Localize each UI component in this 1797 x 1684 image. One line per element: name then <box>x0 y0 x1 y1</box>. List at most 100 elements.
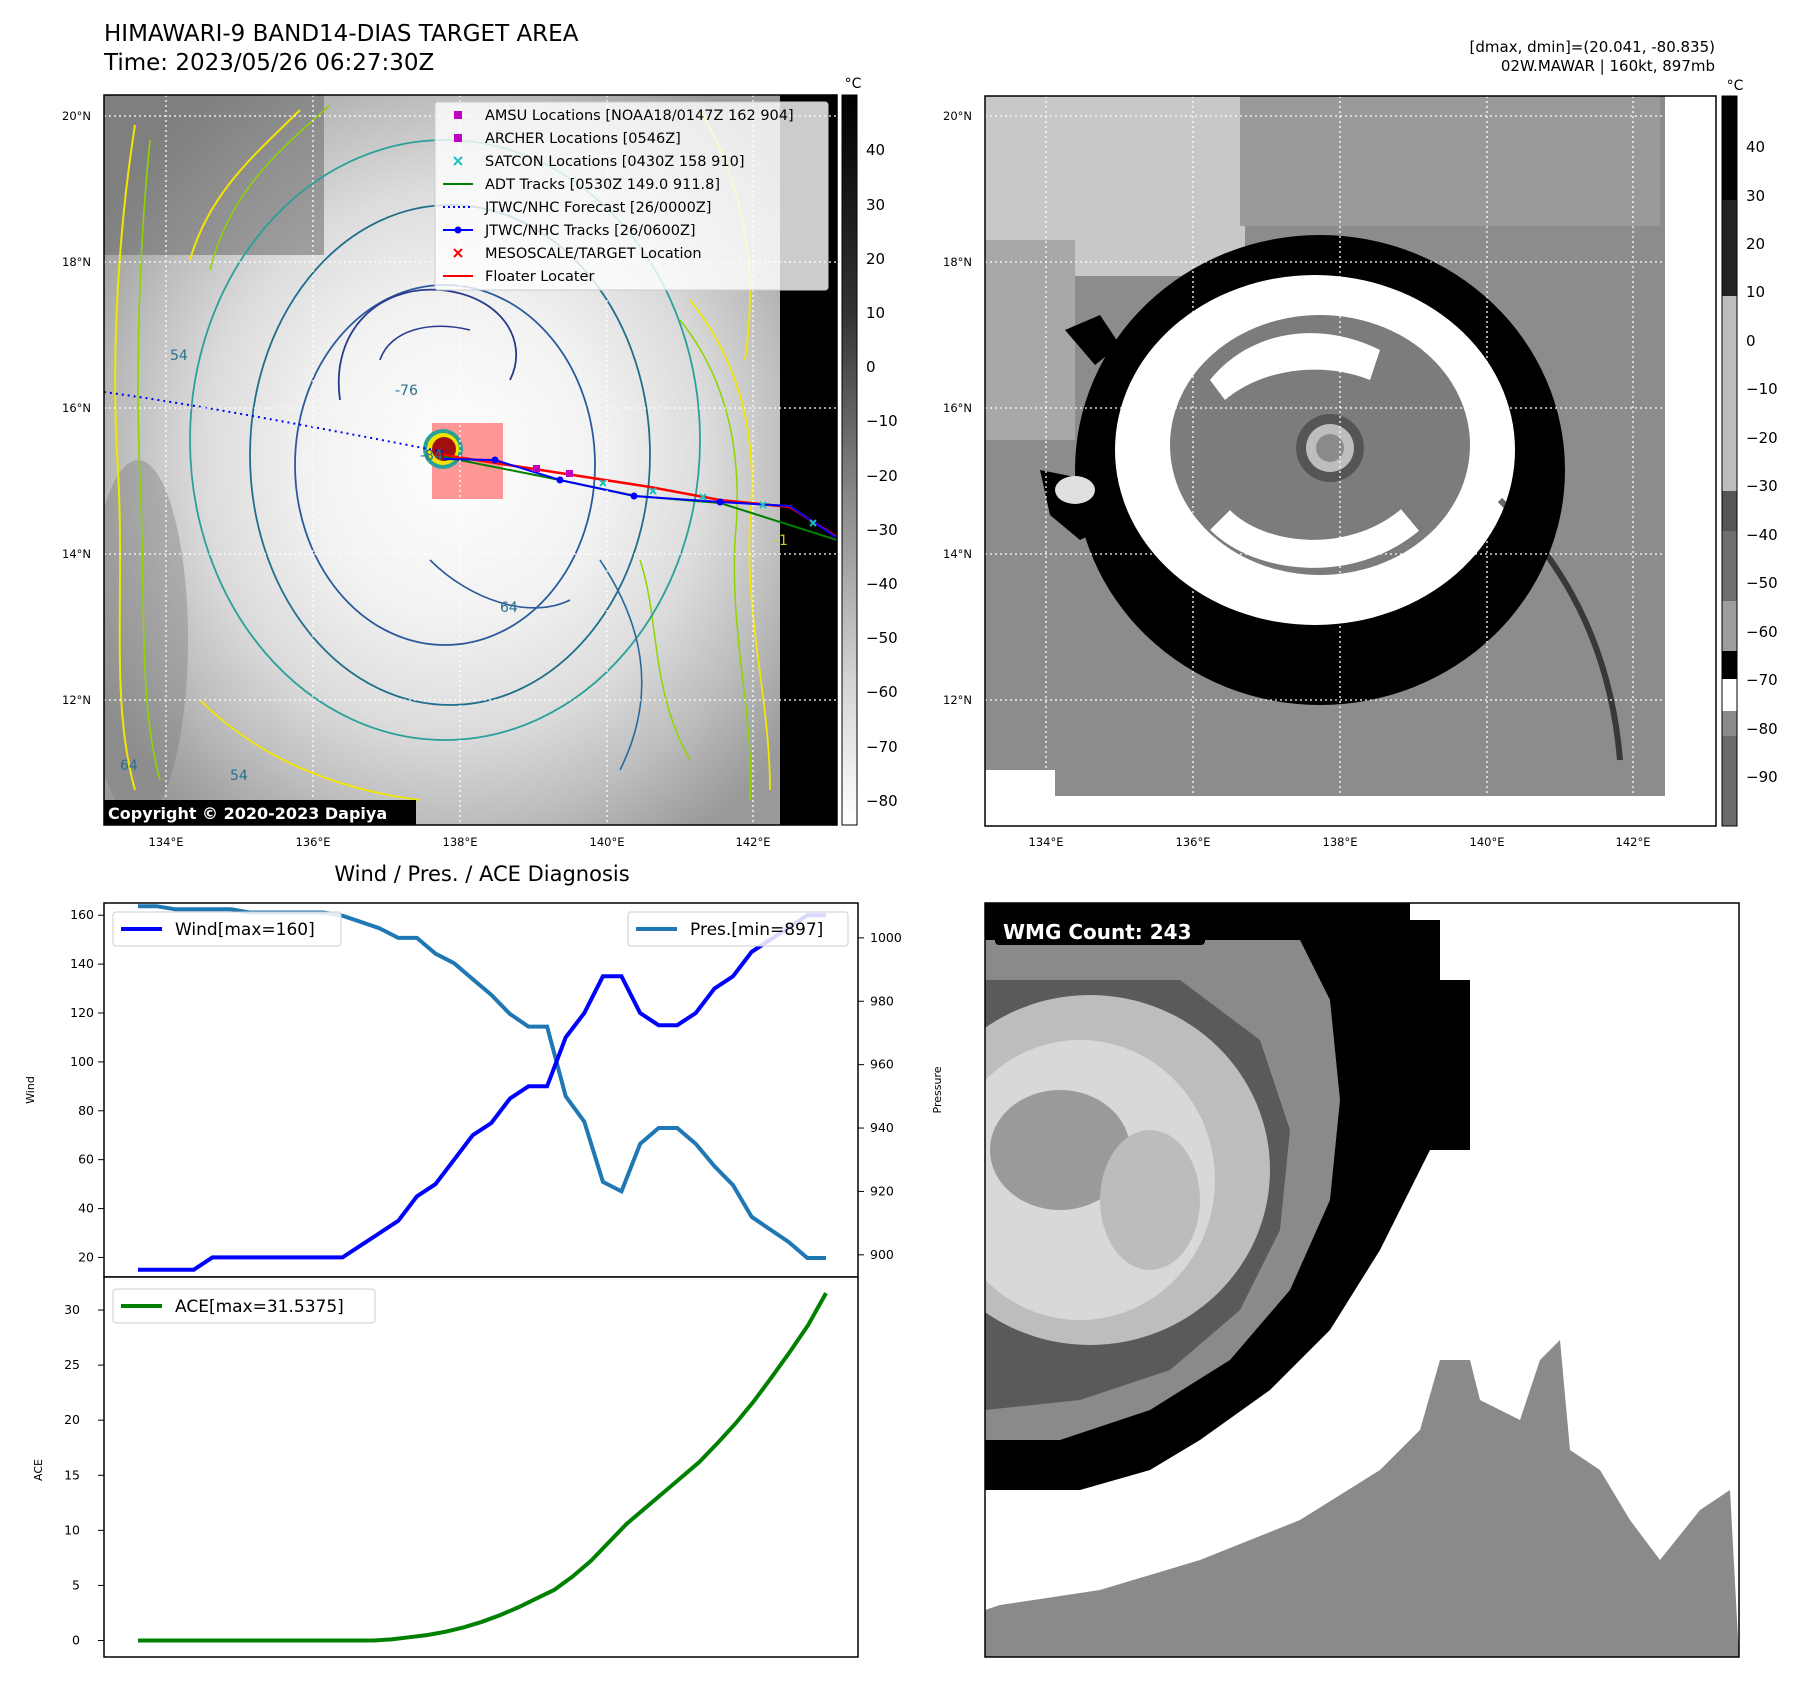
lat-label: 20°N <box>943 109 972 123</box>
lat-label: 18°N <box>62 255 91 269</box>
ace-tick-label: 25 <box>64 1357 80 1372</box>
colorbar-tick: −40 <box>1746 526 1778 544</box>
contour-label: 64 <box>500 600 518 616</box>
storm-tracks <box>104 391 837 541</box>
legend-item-forecast: JTWC/NHC Forecast [26/0000Z] <box>484 200 711 216</box>
wind-tick-label: 80 <box>78 1103 94 1118</box>
figure-time: Time: 2023/05/26 06:27:30Z <box>104 50 435 76</box>
colorbar-tick: −60 <box>866 683 898 701</box>
wind-tick-label: 40 <box>78 1201 94 1216</box>
ace-chart-frame <box>103 1276 859 1658</box>
ace-tick-label: 5 <box>72 1577 80 1592</box>
lon-label: 140°E <box>590 835 625 849</box>
colorbar-tick: 30 <box>866 196 885 214</box>
colorbar-tick: −70 <box>1746 671 1778 689</box>
wind-tick-labels: 20 40 60 80 100 120 140 160 <box>70 907 104 1264</box>
lat-label: 18°N <box>943 255 972 269</box>
colorbar-tick: −80 <box>1746 720 1778 738</box>
wind-tick-label: 100 <box>70 1054 94 1069</box>
ace-legend: ACE[max=31.5375] <box>112 1288 376 1324</box>
legend-item-adt: ADT Tracks [0530Z 149.0 911.8] <box>485 177 720 193</box>
pressure-tick-label: 900 <box>870 1247 894 1262</box>
wmg-frame <box>984 902 1740 1658</box>
pressure-tick-labels: 900 920 940 960 980 1000 <box>858 930 902 1262</box>
legend-marker-satcon <box>453 156 463 166</box>
colorbar-ticks: 40 30 20 10 0 −10 −20 −30 −40 −50 −60 −7… <box>866 141 898 810</box>
legend-item-archer: ARCHER Locations [0546Z] <box>485 131 681 147</box>
lon-label: 142°E <box>1616 835 1651 849</box>
legend-item-jtwc: JTWC/NHC Tracks [26/0600Z] <box>484 223 696 239</box>
wind-axis-label: Wind <box>24 1076 37 1104</box>
contour-label: 54 <box>230 768 248 784</box>
wind-tick-label: 120 <box>70 1005 94 1020</box>
contour-label: -1 <box>774 533 788 549</box>
wind-chart-frame <box>103 902 859 1278</box>
wmg-panel: WMG Count: 243 <box>985 903 1739 1657</box>
pressure-axis-label: Pressure <box>931 1066 944 1113</box>
colorbar-ticks: 40 30 20 10 0 −10 −20 −30 −40 −50 −60 −7… <box>1746 138 1778 786</box>
dmax-dmin-text: [dmax, dmin]=(20.041, -80.835) <box>1469 38 1715 56</box>
colorbar-tick: 20 <box>1746 235 1765 253</box>
colorbar-tick: −40 <box>866 575 898 593</box>
lat-label: 14°N <box>62 547 91 561</box>
lat-label: 20°N <box>62 109 91 123</box>
lat-label: 16°N <box>62 401 91 415</box>
contour-label: -76 <box>395 383 418 399</box>
colorbar-tick: −30 <box>1746 477 1778 495</box>
lat-label: 12°N <box>943 693 972 707</box>
legend-item-satcon: SATCON Locations [0430Z 158 910] <box>485 154 744 170</box>
colorbar-tick: 10 <box>1746 283 1765 301</box>
wmg-count-label: WMG Count: 243 <box>1003 920 1192 944</box>
figure-title: HIMAWARI-9 BAND14-DIAS TARGET AREA <box>104 21 579 47</box>
pressure-legend: Pres.[min=897] <box>627 911 849 947</box>
lon-label: 138°E <box>443 835 478 849</box>
colorbar-tick: 20 <box>866 250 885 268</box>
colorbar-tick: −70 <box>866 738 898 756</box>
lon-label: 134°E <box>1029 835 1064 849</box>
colorbar-tick: −60 <box>1746 623 1778 641</box>
lon-label: 140°E <box>1470 835 1505 849</box>
colorbar-right: °C 40 30 20 10 0 −10 −20 −30 −40 −50 −60… <box>1721 78 1778 827</box>
legend-marker-mesoscale <box>453 248 463 258</box>
copyright-bg <box>104 800 416 825</box>
lon-label: 142°E <box>736 835 771 849</box>
wind-tick-label: 160 <box>70 907 94 922</box>
wmg-eye-dark-spot <box>990 1090 1130 1210</box>
lon-label: 136°E <box>296 835 331 849</box>
wmg-count-bg <box>995 917 1205 945</box>
eye-center-right <box>1316 434 1344 462</box>
ace-axis-label: ACE <box>32 1459 45 1481</box>
contour-label: 54 <box>170 348 188 364</box>
legend-item-wind: Wind[max=160] <box>175 920 315 940</box>
copyright-text: Copyright © 2020-2023 Dapiya <box>108 804 387 823</box>
contour-label: -84 <box>420 448 443 464</box>
ace-tick-label: 15 <box>64 1467 80 1482</box>
contour-label: 64 <box>120 758 138 774</box>
colorbar-tick: −10 <box>866 412 898 430</box>
pressure-tick-label: 940 <box>870 1120 894 1135</box>
legend-marker-amsu <box>454 111 462 119</box>
diagnosis-title: Wind / Pres. / ACE Diagnosis <box>334 862 629 886</box>
figure-title-block: HIMAWARI-9 BAND14-DIAS TARGET AREA Time:… <box>104 20 578 78</box>
legend-item-amsu: AMSU Locations [NOAA18/0147Z 162 904] <box>485 108 794 124</box>
ace-tick-label: 10 <box>64 1522 80 1537</box>
lat-label: 16°N <box>943 401 972 415</box>
lon-label: 138°E <box>1323 835 1358 849</box>
map-right-lat-labels: 20°N 18°N 16°N 14°N 12°N <box>943 109 972 707</box>
wind-tick-label: 20 <box>78 1249 94 1264</box>
colorbar-tick: −90 <box>1746 768 1778 786</box>
lon-label: 136°E <box>1176 835 1211 849</box>
wmg-lower-gray-band <box>985 1340 1739 1657</box>
lat-label: 12°N <box>62 693 91 707</box>
contour-label-group: -76 -84 64 64 54 54 -1 <box>120 348 788 784</box>
legend-item-floater: Floater Locater <box>485 269 594 285</box>
ace-chart: ACE 0 5 10 15 20 25 30 ACE[max=31.5375] <box>32 1276 859 1658</box>
legend-item-mesoscale: MESOSCALE/TARGET Location <box>485 246 702 262</box>
map-right-frame <box>984 95 1717 827</box>
map-left-lon-labels: 134°E 136°E 138°E 140°E 142°E <box>149 835 771 849</box>
colorbar-tick: 30 <box>1746 187 1765 205</box>
dark-clear-area-sw <box>104 460 188 820</box>
colorbar-unit: °C <box>1727 78 1744 94</box>
colorbar-tick: −20 <box>1746 429 1778 447</box>
pressure-tick-label: 960 <box>870 1057 894 1072</box>
